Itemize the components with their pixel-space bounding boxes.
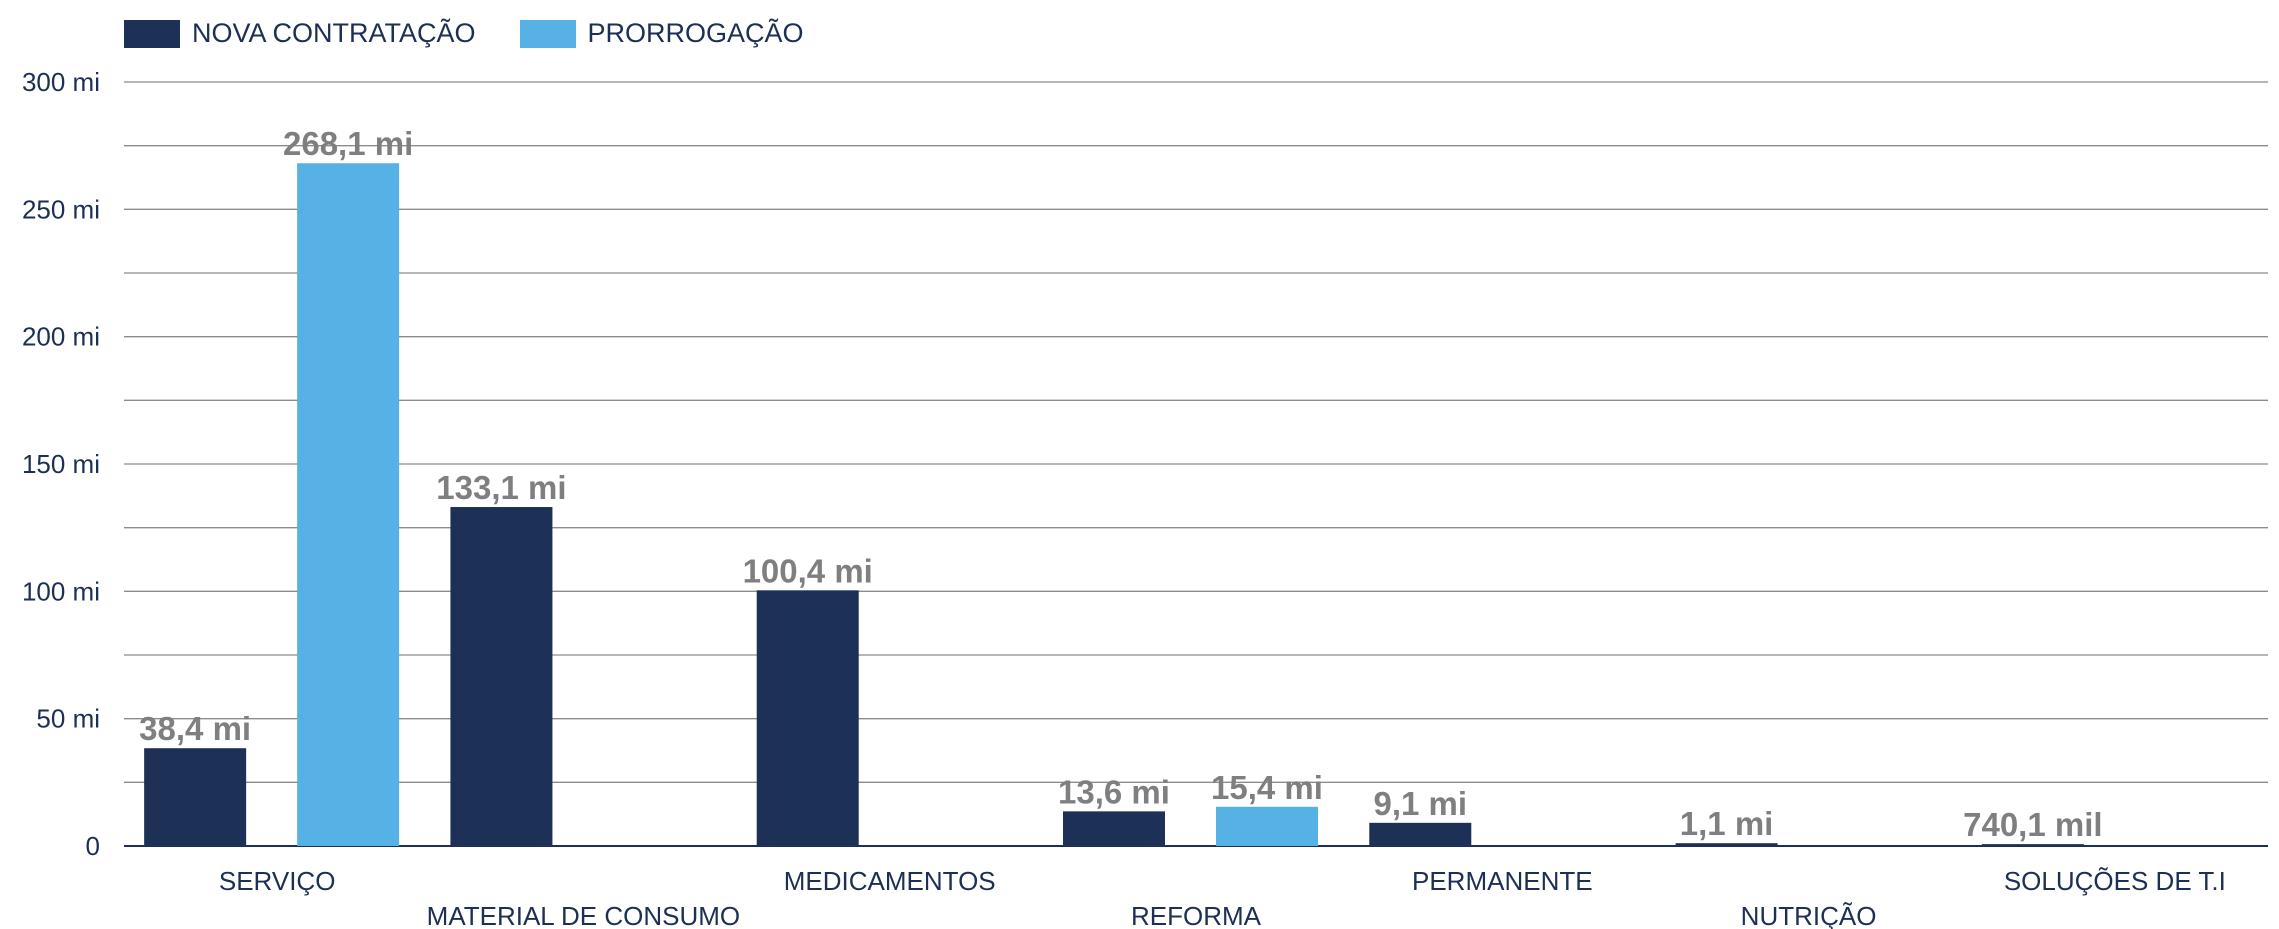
bar-nova-contratacao-4[interactable] [1369, 822, 1472, 846]
x-tick-label: NUTRIÇÃO [1741, 901, 1877, 929]
y-tick-label: 200 mi [22, 322, 100, 352]
x-tick-label: REFORMA [1131, 901, 1262, 929]
legend-swatch-nova-contratacao [124, 19, 180, 48]
legend-item-prorrogacao[interactable]: PRORROGAÇÃO [519, 18, 804, 49]
data-label: 15,4 mi [1211, 769, 1323, 806]
data-label: 13,6 mi [1058, 773, 1170, 810]
bar-nova-contratacao-6[interactable] [1981, 844, 2084, 846]
bar-nova-contratacao-2[interactable] [756, 590, 859, 846]
legend-item-nova-contratacao[interactable]: NOVA CONTRATAÇÃO [124, 18, 476, 49]
bar-prorrogacao-3[interactable] [1216, 806, 1318, 846]
y-tick-label: 250 mi [22, 194, 100, 224]
y-tick-label: 0 [86, 831, 100, 861]
chart-bars [144, 163, 2084, 847]
x-axis: SERVIÇO MATERIAL DE CONSUMO MEDICAMENTOS RE… [219, 866, 2226, 929]
y-tick-label: 50 mi [36, 704, 100, 734]
y-tick-label: 100 mi [22, 576, 100, 606]
bar-nova-contratacao-1[interactable] [450, 507, 553, 846]
data-label: 9,1 mi [1374, 785, 1468, 822]
bar-prorrogacao-0[interactable] [297, 163, 400, 847]
x-tick-label: MEDICAMENTOS [784, 866, 996, 896]
legend-label-nova-contratacao: NOVA CONTRATAÇÃO [192, 18, 476, 48]
bar-nova-contratacao-5[interactable] [1675, 843, 1778, 846]
bar-nova-contratacao-3[interactable] [1063, 811, 1165, 846]
data-label: 1,1 mi [1680, 805, 1774, 842]
data-labels: 38,4 mi 268,1 mi 133,1 mi 100,4 mi 13,6 mi 15… [139, 125, 2102, 843]
data-label: 38,4 mi [139, 710, 251, 747]
y-axis: 0 50 mi 100 mi 150 mi 200 mi 250 mi 300 mi [22, 67, 100, 861]
data-label: 740,1 mil [1963, 806, 2102, 843]
x-tick-label: MATERIAL DE CONSUMO [427, 901, 740, 929]
x-tick-label: PERMANENTE [1412, 866, 1593, 896]
chart-grid [124, 81, 2268, 847]
legend-label-prorrogacao: PRORROGAÇÃO [587, 18, 804, 48]
chart-legend: NOVA CONTRATAÇÃO PRORROGAÇÃO [124, 18, 848, 49]
y-tick-label: 300 mi [22, 67, 100, 97]
data-label: 268,1 mi [283, 125, 413, 162]
x-tick-label: SOLUÇÕES DE T.I [2004, 866, 2226, 896]
x-tick-label: SERVIÇO [219, 866, 336, 896]
bar-nova-contratacao-0[interactable] [144, 748, 247, 846]
data-label: 133,1 mi [436, 469, 566, 506]
y-tick-label: 150 mi [22, 449, 100, 479]
data-label: 100,4 mi [743, 552, 873, 589]
legend-swatch-prorrogacao [519, 19, 576, 48]
